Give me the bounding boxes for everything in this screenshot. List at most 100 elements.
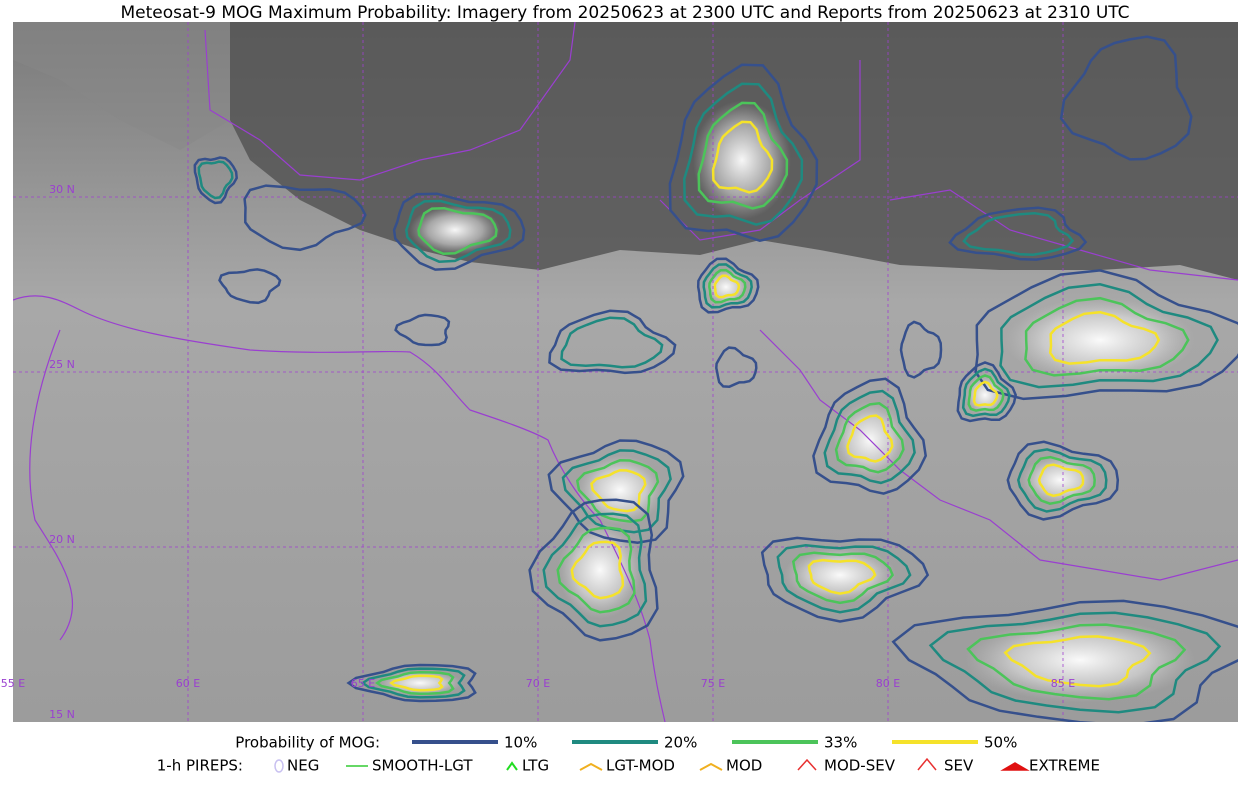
pirep-symbol <box>274 759 284 773</box>
contour <box>711 120 774 194</box>
contour <box>1059 35 1193 161</box>
contour <box>776 544 912 614</box>
border <box>889 189 1238 281</box>
contour <box>1027 455 1096 505</box>
contour <box>974 269 1238 401</box>
pirep-label: SEV <box>944 757 974 775</box>
contour <box>1006 440 1120 521</box>
contour <box>961 367 1011 418</box>
pirep-label: MOD-SEV <box>824 757 896 775</box>
contour <box>547 439 685 544</box>
border <box>659 60 861 241</box>
probability-contours <box>193 35 1238 722</box>
contour <box>715 346 758 388</box>
contour <box>791 551 895 605</box>
legend-label: 10% <box>504 734 537 752</box>
longitude-label: 80 E <box>876 677 900 690</box>
contour <box>999 283 1219 389</box>
legend: Probability of MOG: 10% 20% 33% 50% 1-h PIREP… <box>157 734 1100 775</box>
pirep-symbol <box>1000 762 1030 771</box>
contour <box>560 316 664 369</box>
contour <box>243 184 367 252</box>
legend-label: 20% <box>664 734 697 752</box>
latitude-label: 15 N <box>49 708 75 721</box>
latitude-label: 25 N <box>49 358 75 371</box>
contour <box>1024 296 1190 377</box>
contour <box>708 268 747 304</box>
pirep-symbol <box>699 762 723 771</box>
contour <box>668 63 819 242</box>
border <box>759 329 1238 581</box>
contour <box>846 414 894 463</box>
contour <box>948 206 1088 261</box>
contour <box>556 526 636 614</box>
contour <box>928 611 1222 714</box>
cloud <box>1021 455 1099 505</box>
contour <box>1037 463 1085 498</box>
contour <box>956 361 1018 423</box>
contour <box>683 82 804 226</box>
latitude-label: 30 N <box>49 183 75 196</box>
contour <box>375 670 455 696</box>
cloud <box>964 618 1196 702</box>
contour <box>807 558 877 595</box>
contour <box>696 257 760 314</box>
pirep-symbol <box>797 758 817 771</box>
longitude-label: 70 E <box>526 677 550 690</box>
longitude-label: 65 E <box>351 677 375 690</box>
title: Meteosat-9 MOG Maximum Probability: Imag… <box>120 3 1129 23</box>
border <box>204 22 576 181</box>
longitude-label: 60 E <box>176 677 200 690</box>
legend-label: 50% <box>984 734 1017 752</box>
coastline <box>13 295 666 722</box>
contour <box>713 274 741 299</box>
pirep-label: NEG <box>287 757 319 775</box>
contour <box>218 268 282 305</box>
contour <box>1048 310 1161 365</box>
contour <box>967 374 1005 412</box>
pirep-symbol <box>579 762 603 771</box>
contour <box>891 599 1238 722</box>
contour <box>193 156 238 205</box>
cloud <box>693 100 791 220</box>
contour <box>405 199 512 263</box>
contour <box>561 449 672 534</box>
contour <box>360 667 466 699</box>
contour <box>697 101 789 210</box>
contour <box>528 498 659 642</box>
contour <box>702 263 753 309</box>
pirep-symbol <box>506 761 518 771</box>
contour <box>197 160 234 200</box>
graticule-labels: 55 E 60 E 65 E 70 E 75 E 80 E 85 E 30 N 25 N 20 N… <box>1 183 1075 721</box>
pirep-label: LTG <box>522 757 549 775</box>
longitude-label: 55 E <box>1 677 25 690</box>
contour <box>760 536 930 623</box>
coastline <box>29 329 74 641</box>
legend-label: 33% <box>824 734 857 752</box>
contour <box>962 211 1075 256</box>
contour <box>346 663 477 703</box>
map <box>13 22 1238 722</box>
contour <box>389 674 444 692</box>
pirep-label: MOD <box>726 757 762 775</box>
contour <box>575 459 660 523</box>
contour <box>834 402 905 474</box>
legend-title: 1-h PIREPS: <box>157 757 243 775</box>
haze-region <box>13 22 230 150</box>
contour <box>542 512 648 628</box>
contour <box>417 206 498 255</box>
contour <box>570 540 625 600</box>
pirep-label: LGT-MOD <box>606 757 675 775</box>
contour <box>899 320 943 379</box>
longitude-label: 85 E <box>1051 677 1075 690</box>
latitude-label: 20 N <box>49 533 75 546</box>
contour <box>392 192 526 271</box>
contour <box>1003 635 1152 688</box>
contour <box>966 623 1187 701</box>
contour <box>972 380 999 407</box>
legend-title: Probability of MOG: <box>235 734 380 752</box>
contour <box>1016 448 1108 513</box>
contour <box>548 309 677 375</box>
longitude-label: 75 E <box>701 677 725 690</box>
